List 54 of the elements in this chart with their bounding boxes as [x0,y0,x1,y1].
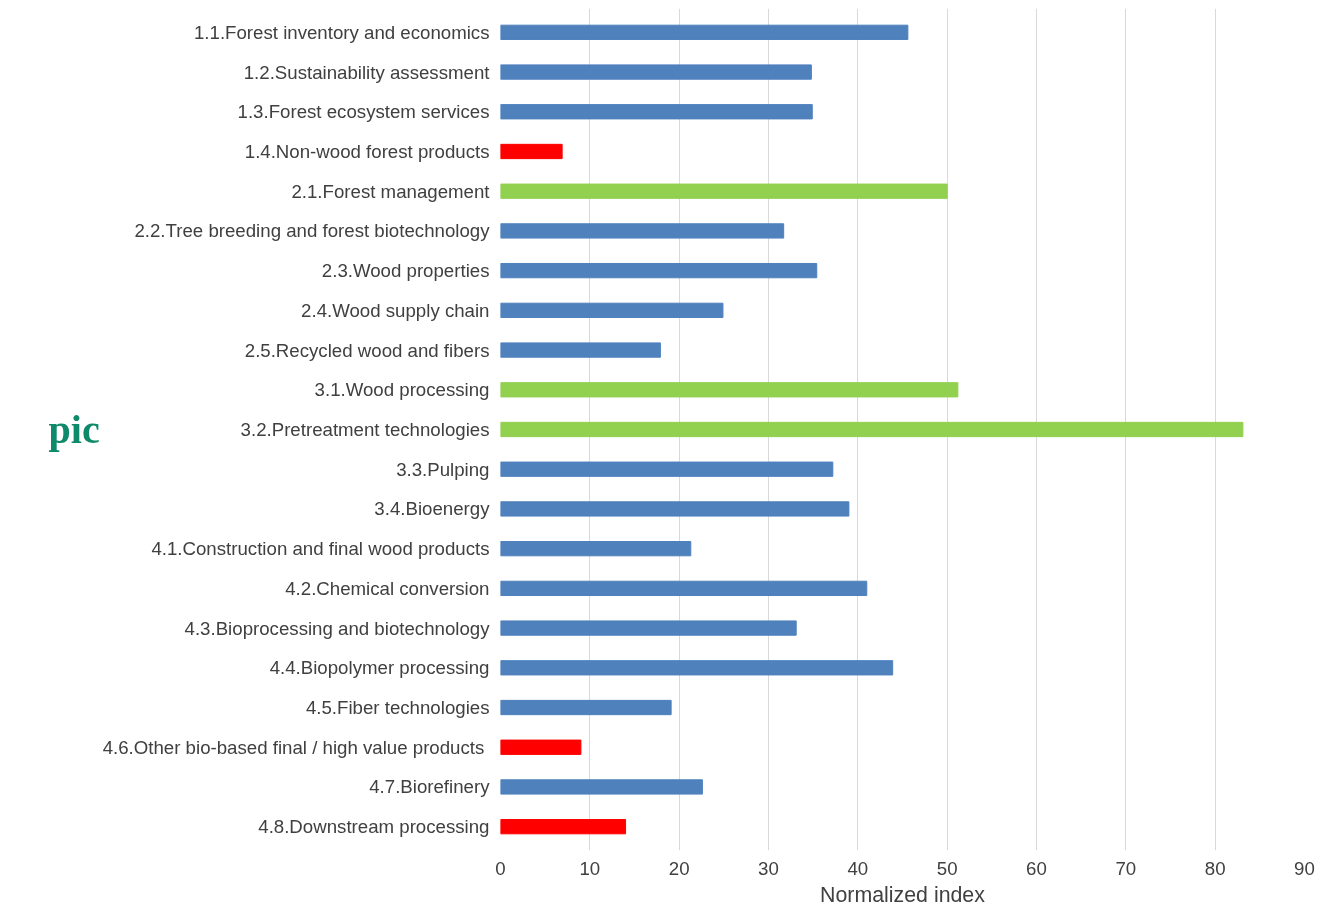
bar [500,104,813,120]
y-tick-label: 4.8.Downstream processing [258,816,490,838]
bar [500,421,1244,438]
bar [500,342,661,358]
y-tick-label: 4.4.Biopolymer processing [269,657,490,679]
bar [500,143,563,160]
x-tick-label: 50 [936,857,958,879]
y-axis-title: pic [48,407,100,452]
y-tick-label: 4.1.Construction and final wood products [151,538,490,560]
bar [500,24,909,40]
x-tick-label: 60 [1026,857,1047,879]
y-tick-label: 4.7.Biorefinery [369,776,491,798]
y-tick-label: 3.1.Wood processing [314,379,490,401]
bar [500,580,868,597]
x-tick-label: 20 [668,857,690,879]
x-tick-label: 40 [847,857,869,879]
bar [500,64,812,80]
y-tick-label: 2.4.Wood supply chain [301,299,490,321]
bar [500,183,948,199]
x-tick-label: 10 [579,857,601,879]
x-axis-title: Normalized index [820,882,986,907]
bar [500,699,672,716]
y-tick-label: 2.2.Tree breeding and forest biotechnology [134,220,491,242]
x-tick-label: 30 [758,857,779,879]
y-tick-label: 1.2.Sustainability assessment [243,61,491,83]
bar [500,223,785,239]
y-tick-label: 1.4.Non-wood forest products [244,140,490,162]
x-tick-label: 70 [1115,857,1137,879]
y-tick-label: 4.3.Bioprocessing and biotechnology [184,617,491,639]
y-tick-label: 4.6.Other bio-based final / high value products [102,736,485,758]
bar [500,302,724,318]
bar [500,620,797,636]
y-tick-label: 2.3.Wood properties [321,260,490,282]
bar [500,382,959,398]
bar [500,262,818,279]
y-tick-label: 2.5.Recycled wood and fibers [244,339,490,361]
bar [500,501,850,517]
bar [500,819,627,835]
x-tick-label: 0 [495,857,506,879]
bar [500,779,703,795]
y-tick-label: 3.2.Pretreatment technologies [240,419,490,440]
y-tick-label: 1.3.Forest ecosystem services [237,101,490,123]
y-tick-label: 1.1.Forest inventory and economics [193,21,490,43]
y-tick-label: 2.1.Forest management [291,180,491,202]
y-tick-label: 4.2.Chemical conversion [285,577,490,599]
y-tick-label: 3.4.Bioenergy [374,498,491,520]
x-tick-label: 90 [1294,857,1315,879]
x-tick-label: 80 [1204,857,1226,879]
bar [500,739,582,755]
y-tick-label: 3.3.Pulping [396,458,490,480]
bar [500,660,894,676]
y-tick-label: 4.5.Fiber technologies [305,697,490,719]
bar [500,461,834,477]
bar [500,541,692,557]
